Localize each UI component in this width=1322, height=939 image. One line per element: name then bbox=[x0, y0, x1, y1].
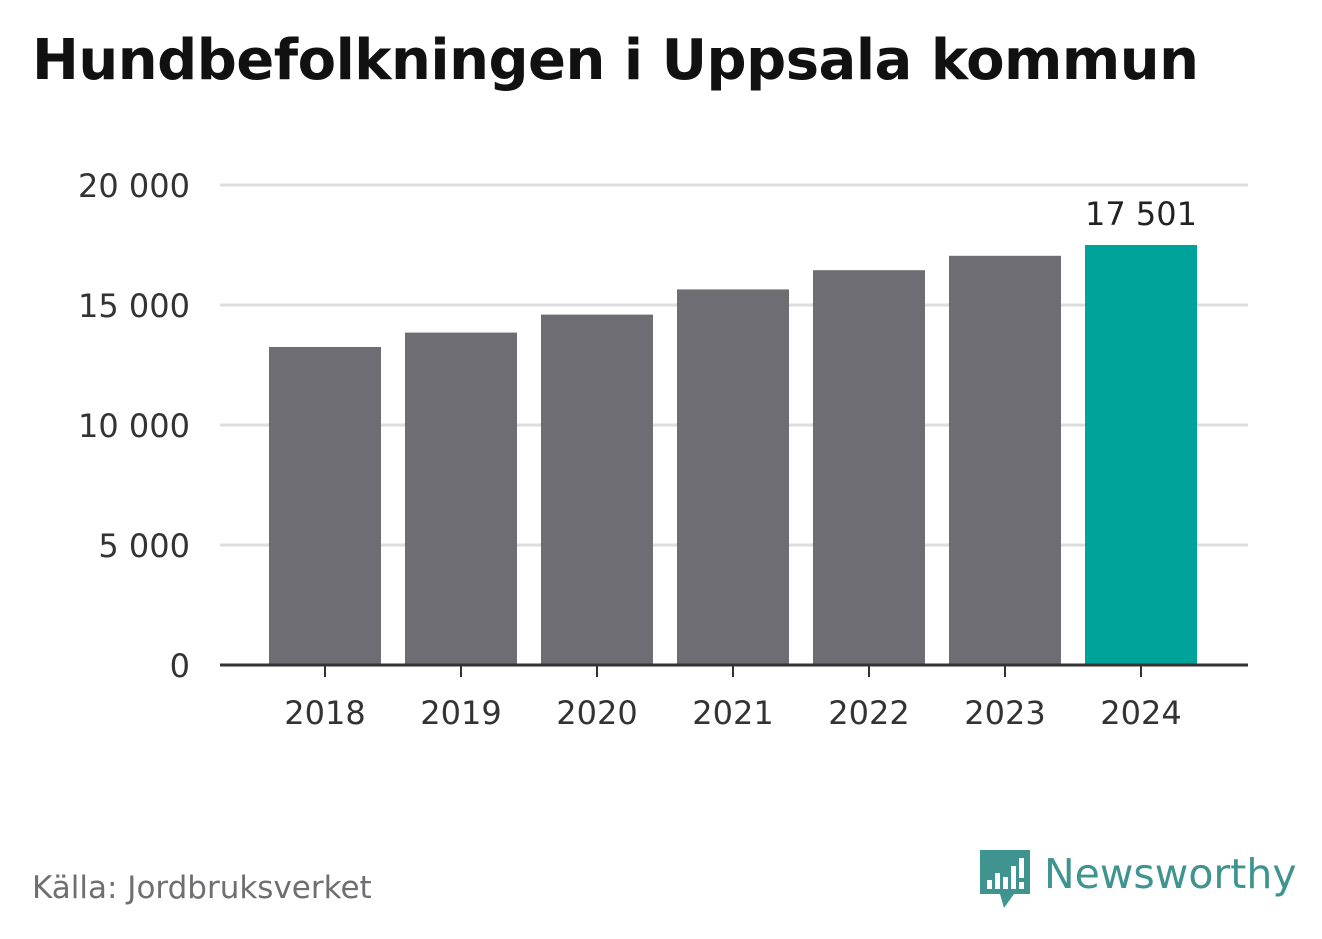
x-tick-label: 2024 bbox=[1100, 694, 1181, 732]
source-note: Källa: Jordbruksverket bbox=[32, 870, 372, 906]
y-axis-tick-labels: 0 5 000 10 000 15 000 20 000 bbox=[78, 167, 190, 685]
x-tick-label: 2018 bbox=[284, 694, 365, 732]
x-tick-label: 2019 bbox=[420, 694, 501, 732]
bar-2021 bbox=[677, 289, 789, 665]
bars bbox=[269, 244, 1197, 666]
y-tick-label: 20 000 bbox=[78, 167, 190, 205]
y-tick-label: 5 000 bbox=[98, 527, 190, 565]
bar-2022 bbox=[813, 270, 925, 665]
y-tick-label: 10 000 bbox=[78, 407, 190, 445]
y-tick-label: 15 000 bbox=[78, 287, 190, 325]
x-tick-label: 2021 bbox=[692, 694, 773, 732]
bar-2018 bbox=[269, 347, 381, 665]
bar-2024 bbox=[1085, 244, 1197, 665]
x-axis-ticks bbox=[324, 665, 1142, 677]
x-axis-tick-labels: 2018 2019 2020 2021 2022 2023 2024 bbox=[284, 694, 1181, 732]
chart-title: Hundbefolkningen i Uppsala kommun bbox=[32, 28, 1199, 93]
brand: Newsworthy bbox=[980, 850, 1297, 910]
data-label-2024: 17 501 bbox=[1085, 195, 1197, 233]
bar-2023 bbox=[949, 255, 1061, 666]
y-tick-label: 0 bbox=[170, 647, 190, 685]
bar-2020 bbox=[541, 314, 653, 665]
newsworthy-logo-icon bbox=[980, 850, 1030, 908]
brand-name: Newsworthy bbox=[1044, 850, 1297, 898]
bar-2019 bbox=[405, 332, 517, 665]
x-tick-label: 2022 bbox=[828, 694, 909, 732]
x-tick-label: 2020 bbox=[556, 694, 637, 732]
data-labels: 17 501 bbox=[1085, 195, 1197, 233]
x-tick-label: 2023 bbox=[964, 694, 1045, 732]
